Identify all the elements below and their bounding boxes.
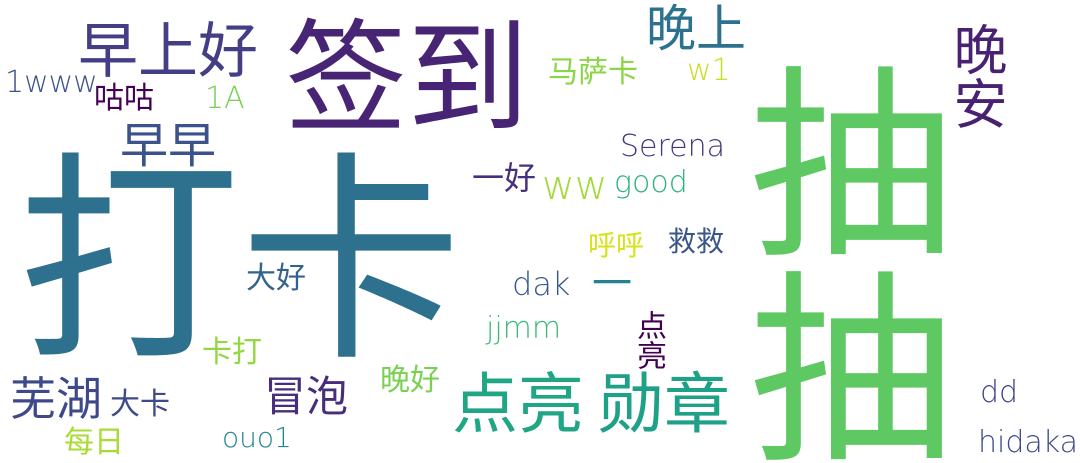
word-hidaka: hidaka	[978, 425, 1079, 460]
word-kada: 卡打	[202, 335, 262, 370]
word-dahao: 大好	[246, 261, 306, 296]
word-1a: 1A	[205, 81, 245, 116]
word-daka-small: 大卡	[110, 387, 170, 422]
word-yi: 一	[592, 261, 632, 307]
word-wanhao: 晚好	[380, 363, 440, 398]
word-gugu: 咕咕	[94, 81, 154, 116]
word-ouo1: ouo1	[222, 421, 292, 454]
word-huhu: 呼呼	[588, 229, 645, 262]
word-zaozao: 早早	[120, 118, 217, 174]
word-qiandao: 签到	[285, 8, 529, 150]
word-maopao: 冒泡	[264, 372, 349, 421]
word-dak: dak	[512, 265, 571, 303]
word-jjmm: jjmm	[486, 311, 562, 346]
word-masaka: 马萨卡	[548, 55, 638, 90]
word-w1: w1	[687, 53, 731, 88]
word-ww: ww	[542, 163, 608, 209]
word-chouchou: 抽抽	[714, 58, 952, 463]
word-wanshang: 晚上	[646, 0, 746, 58]
word-daka: 打卡	[18, 134, 462, 392]
word-dd: dd	[980, 375, 1019, 410]
word-wanan: 晚安	[944, 22, 1007, 130]
word-zaoshanghao: 早上好	[78, 17, 258, 87]
word-1www: 1www	[5, 65, 98, 100]
word-yihao: 一好	[472, 159, 537, 197]
word-meiri: 每日	[64, 425, 124, 460]
word-dianliang-small: 点亮	[631, 310, 666, 370]
word-dianliang: 点亮	[452, 366, 584, 443]
word-wuhu: 芜湖	[10, 372, 102, 426]
word-xunzhang: 勋章	[598, 366, 730, 443]
word-serena: Serena	[620, 129, 726, 164]
word-good: good	[614, 165, 688, 200]
word-jiujiu: 救救	[668, 225, 725, 258]
